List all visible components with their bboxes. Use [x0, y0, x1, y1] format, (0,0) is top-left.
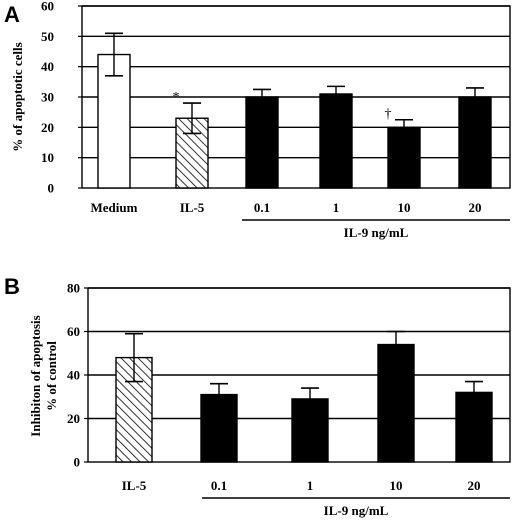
- x-tick-label: 1: [307, 478, 314, 493]
- bar-10: [387, 126, 421, 189]
- x-tick-label: Medium: [91, 200, 138, 215]
- panel-letter: A: [4, 2, 20, 27]
- y-axis-label: Inhibiton of apoptosis% of control: [28, 315, 59, 436]
- x-tick-label: 0.1: [254, 200, 270, 215]
- panel-a: A 0 10 20 30 40 50 60 % of apoptotic cells Medium…: [4, 0, 511, 240]
- plot-frame: [81, 5, 511, 189]
- panel-b: B 0 20 40 60 80 Inhibiton of apoptosis% of con…: [4, 274, 511, 518]
- x-tick-label: 20: [468, 478, 481, 493]
- x-tick-label: 20: [469, 200, 482, 215]
- y-tick-label: 0: [48, 181, 55, 196]
- y-tick-label: 20: [41, 120, 54, 135]
- y-axis-label-line: % of control: [44, 341, 59, 411]
- y-axis-label-line: Inhibiton of apoptosis: [28, 315, 43, 436]
- x-tick-label: 10: [390, 478, 403, 493]
- y-tick-label: 80: [67, 281, 80, 296]
- x-tick-label: IL-5: [180, 200, 205, 215]
- group-label: IL-9 ng/mL: [344, 225, 409, 240]
- y-axis-label-line: % of apoptotic cells: [10, 42, 25, 151]
- bar-1: [319, 93, 353, 189]
- y-tick-label: 10: [41, 150, 54, 165]
- bar-10: [377, 343, 415, 463]
- y-axis-label: % of apoptotic cells: [10, 42, 25, 151]
- group-label: IL-9 ng/mL: [324, 503, 389, 518]
- x-tick-label: IL-5: [122, 478, 147, 493]
- y-tick-label: 50: [41, 29, 54, 44]
- significance-mark: †: [385, 107, 392, 122]
- y-tick-label: 20: [67, 411, 80, 426]
- x-tick-label: 0.1: [211, 478, 227, 493]
- bar-20: [458, 96, 492, 189]
- x-tick-label: 10: [398, 200, 411, 215]
- panel-letter: B: [4, 274, 20, 299]
- significance-mark: *: [173, 90, 180, 105]
- y-tick-label: 60: [67, 324, 80, 339]
- y-tick-label: 30: [41, 90, 54, 105]
- y-tick-label: 40: [41, 59, 54, 74]
- bar-0.1: [245, 96, 279, 189]
- y-tick-label: 60: [41, 0, 54, 14]
- y-tick-label: 40: [67, 368, 80, 383]
- y-tick-label: 0: [74, 455, 81, 470]
- x-tick-label: 1: [333, 200, 340, 215]
